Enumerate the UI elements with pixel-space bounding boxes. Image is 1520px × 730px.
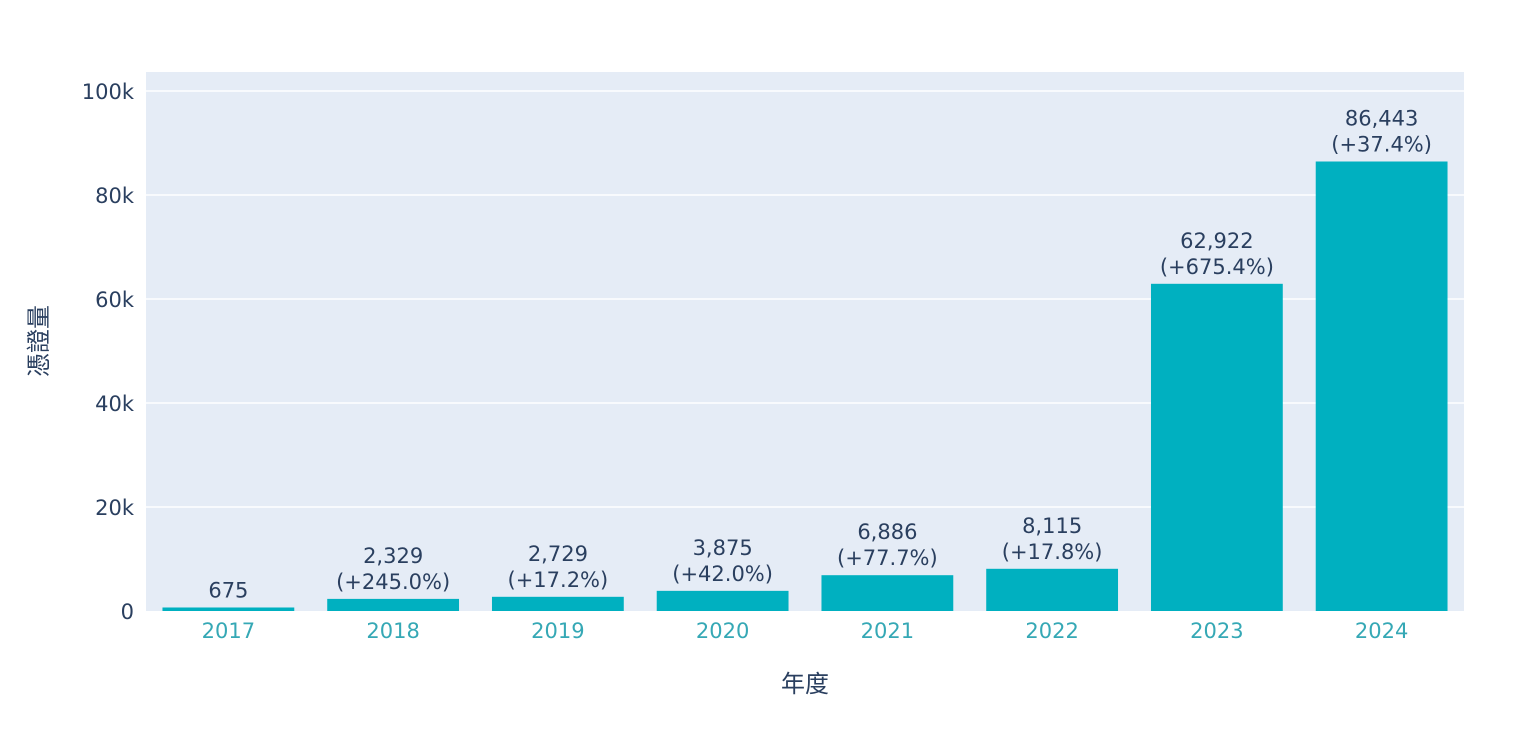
bar-growth-label: (+675.4%): [1160, 255, 1274, 279]
bar-value-label: 62,922: [1180, 229, 1253, 253]
x-tick-label: 2020: [696, 619, 749, 643]
y-tick-label: 80k: [95, 184, 135, 208]
x-axis-title: 年度: [781, 670, 829, 698]
bar-2018: [327, 598, 460, 611]
bar-growth-label: (+245.0%): [336, 570, 450, 594]
bar-2022: [986, 568, 1119, 611]
x-axis-ticks: 2017 2018 2019 2020 2021 2022 2023 2024: [202, 619, 1409, 643]
bar-2023: [1150, 283, 1283, 611]
bar-growth-label: (+42.0%): [672, 562, 773, 586]
x-tick-label: 2018: [366, 619, 419, 643]
bar-value-label: 2,729: [528, 542, 588, 566]
x-tick-label: 2019: [531, 619, 584, 643]
bar-2021: [821, 575, 954, 611]
bar-value-label: 6,886: [857, 520, 917, 544]
bar-2020: [656, 590, 789, 611]
y-tick-label: 0: [121, 600, 134, 624]
bar-value-label: 2,329: [363, 544, 423, 568]
y-tick-label: 20k: [95, 496, 135, 520]
y-axis-ticks: 0 20k 40k 60k 80k 100k: [82, 80, 135, 624]
bars: 675 (+245.0%)2,329 (+17.2%)2,729 (+42.0%)3,…: [162, 106, 1448, 611]
x-tick-label: 2024: [1355, 619, 1408, 643]
y-tick-label: 40k: [95, 392, 135, 416]
x-tick-label: 2017: [202, 619, 255, 643]
y-tick-label: 60k: [95, 288, 135, 312]
bar-value-label: 86,443: [1345, 106, 1418, 130]
x-tick-label: 2021: [861, 619, 914, 643]
y-tick-label: 100k: [82, 80, 135, 104]
x-tick-label: 2023: [1190, 619, 1243, 643]
bar-growth-label: (+17.2%): [508, 568, 609, 592]
bar-value-label: 675: [208, 578, 248, 602]
bar-growth-label: (+17.8%): [1002, 540, 1103, 564]
bar-growth-label: (+37.4%): [1331, 132, 1432, 156]
bar-2024: [1315, 161, 1448, 611]
bar-2019: [491, 596, 624, 611]
bar-growth-label: (+77.7%): [837, 546, 938, 570]
bar-2017: [162, 607, 295, 611]
bar-value-label: 8,115: [1022, 514, 1082, 538]
bar-value-label: 3,875: [693, 536, 753, 560]
x-tick-label: 2022: [1025, 619, 1078, 643]
y-axis-title: 憑證量: [25, 305, 53, 377]
